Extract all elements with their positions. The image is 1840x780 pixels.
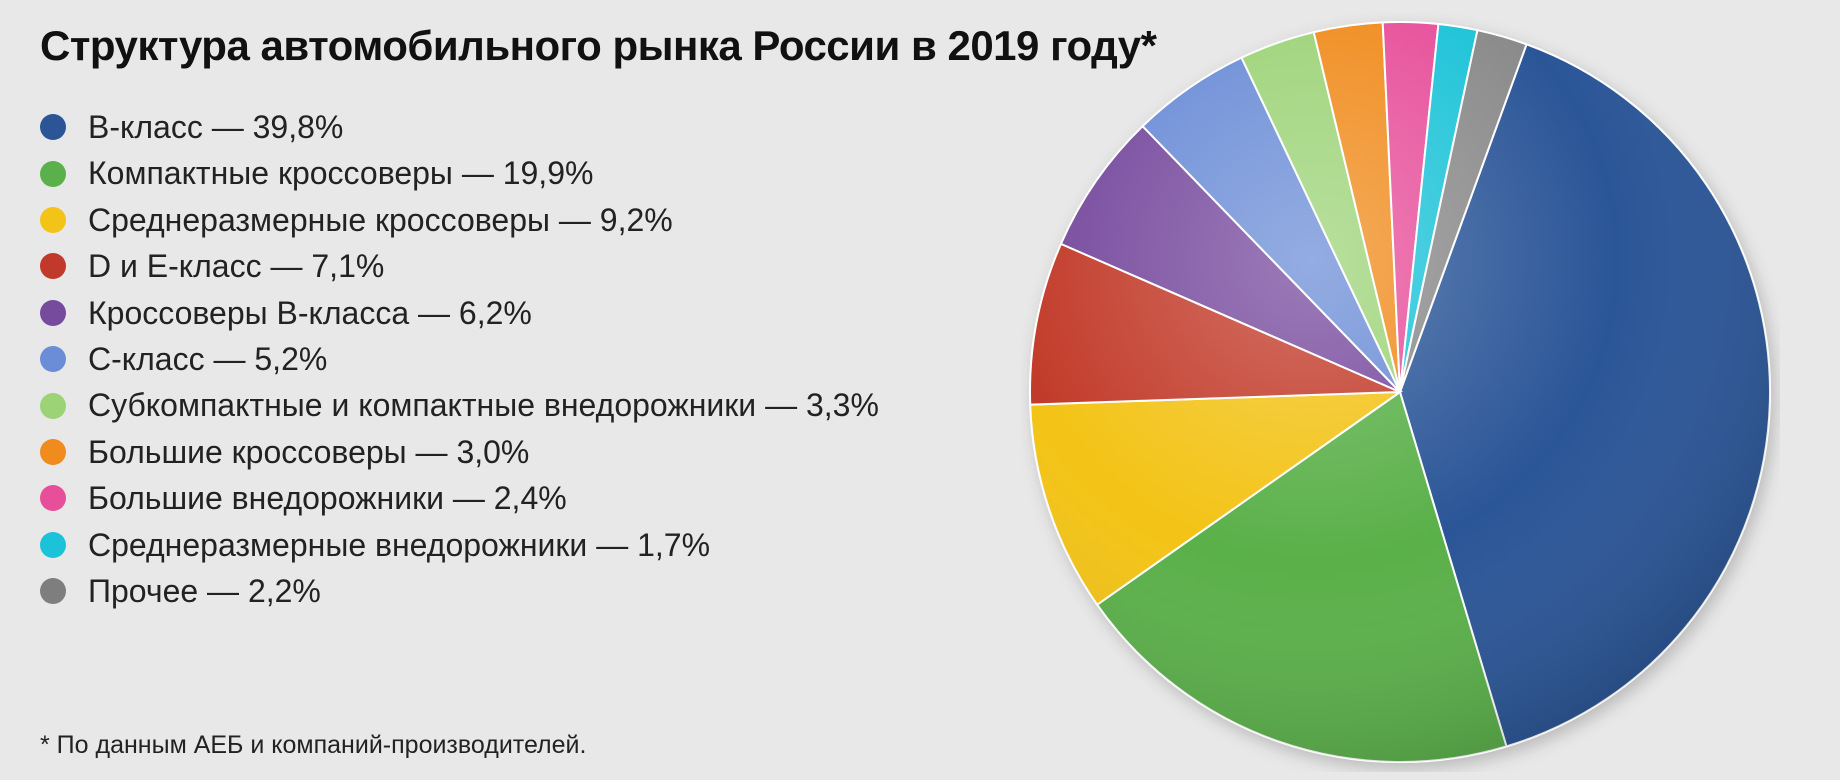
footnote: * По данным АЕБ и компаний-производителе… [40,731,586,760]
legend-dot-icon [40,439,66,465]
infographic-root: Структура автомобильного рынка России в … [0,0,1840,780]
legend-label: Прочее — 2,2% [88,572,321,610]
legend-label: Компактные кроссоверы — 19,9% [88,154,593,192]
legend-label: Среднеразмерные кроссоверы — 9,2% [88,201,673,239]
legend-dot-icon [40,346,66,372]
legend-label: Большие кроссоверы — 3,0% [88,433,529,471]
legend-label: Среднеразмерные внедорожники — 1,7% [88,526,710,564]
legend-dot-icon [40,578,66,604]
legend-dot-icon [40,393,66,419]
pie-svg [1020,12,1780,772]
legend-dot-icon [40,253,66,279]
legend-label: Большие внедорожники — 2,4% [88,479,567,517]
legend-dot-icon [40,207,66,233]
pie-chart [1020,12,1780,772]
legend-label: Кроссоверы В-класса — 6,2% [88,294,532,332]
legend-dot-icon [40,300,66,326]
legend-label: Субкомпактные и компактные внедорожники … [88,386,879,424]
legend-dot-icon [40,485,66,511]
legend-dot-icon [40,114,66,140]
legend-label: D и E-класс — 7,1% [88,247,384,285]
legend-label: B-класс — 39,8% [88,108,343,146]
legend-dot-icon [40,532,66,558]
legend-dot-icon [40,161,66,187]
legend-label: C-класс — 5,2% [88,340,327,378]
